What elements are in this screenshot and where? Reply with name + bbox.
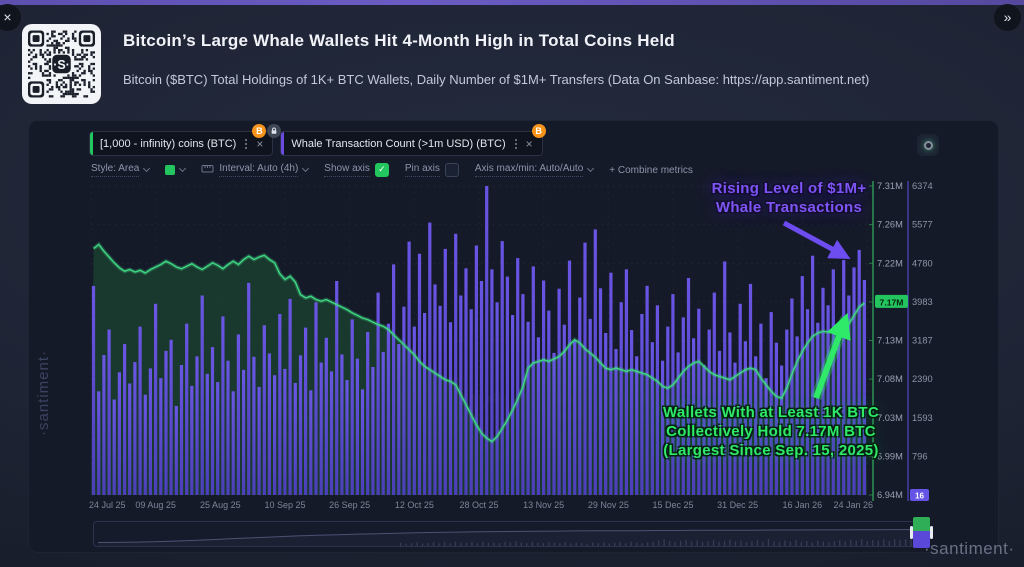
interval-dropdown[interactable]: Interval: Auto (4h)	[201, 163, 310, 177]
metric-color-bar	[90, 132, 93, 155]
svg-text:6.94M: 6.94M	[877, 490, 903, 500]
metric-tag-holdings[interactable]: [1,000 - infinity) coins (BTC) × B	[89, 124, 282, 156]
svg-text:24 Jul 25: 24 Jul 25	[89, 500, 126, 510]
color-swatch	[165, 165, 176, 175]
top-accent-strip	[0, 0, 1024, 5]
svg-text:16 Jan 26: 16 Jan 26	[783, 500, 823, 510]
svg-text:·S·: ·S·	[53, 58, 70, 72]
btc-badge-icon: B	[252, 124, 267, 138]
svg-text:7.08M: 7.08M	[877, 374, 903, 384]
timeline-brush[interactable]	[93, 521, 921, 547]
svg-text:24 Jan 26: 24 Jan 26	[833, 500, 873, 510]
santiment-wordmark: ·santiment·	[924, 539, 1015, 558]
svg-text:25 Aug 25: 25 Aug 25	[200, 500, 241, 510]
svg-text:13 Nov 25: 13 Nov 25	[523, 500, 564, 510]
svg-text:796: 796	[912, 451, 928, 461]
svg-text:7.17M: 7.17M	[880, 297, 904, 307]
close-icon[interactable]: ×	[525, 136, 533, 151]
svg-text:3983: 3983	[912, 297, 933, 307]
svg-text:29 Nov 25: 29 Nov 25	[588, 500, 629, 510]
color-swatch-dropdown[interactable]	[165, 164, 187, 175]
show-axis-toggle[interactable]: Show axis ✓	[324, 163, 389, 177]
gear-icon	[923, 140, 933, 150]
metric-label: Whale Transaction Count (>1m USD) (BTC)	[291, 137, 506, 150]
checkbox-unchecked-icon[interactable]	[444, 163, 459, 177]
svg-text:10 Sep 25: 10 Sep 25	[264, 500, 305, 510]
svg-text:26 Sep 25: 26 Sep 25	[329, 500, 370, 510]
lock-icon	[267, 124, 282, 138]
metric-tags-row: [1,000 - infinity) coins (BTC) × B Whale…	[89, 124, 546, 156]
chart-card: [1,000 - infinity) coins (BTC) × B Whale…	[28, 120, 999, 553]
svg-text:5577: 5577	[912, 220, 933, 230]
qr-pattern: ·S·	[28, 30, 95, 98]
kebab-menu-icon[interactable]	[243, 138, 249, 149]
kebab-menu-icon[interactable]	[513, 138, 519, 149]
svg-text:7.03M: 7.03M	[877, 413, 903, 423]
brush-selection-handle[interactable]	[910, 517, 933, 548]
svg-text:31 Dec 25: 31 Dec 25	[717, 500, 758, 510]
chart-settings-button[interactable]	[917, 134, 939, 156]
metric-color-bar	[281, 132, 285, 155]
svg-text:7.26M: 7.26M	[877, 220, 903, 230]
header: ·S· Bitcoin’s Large Whale Wallets Hit 4-…	[22, 24, 869, 104]
svg-text:7.13M: 7.13M	[877, 336, 903, 346]
metric-tag-whale-tx[interactable]: Whale Transaction Count (>1m USD) (BTC) …	[280, 124, 546, 156]
axis-maxmin-dropdown[interactable]: Axis max/min: Auto/Auto	[474, 163, 595, 177]
svg-text:12 Oct 25: 12 Oct 25	[395, 500, 434, 510]
qr-code: ·S·	[22, 24, 101, 104]
svg-text:3187: 3187	[912, 336, 933, 346]
svg-text:4780: 4780	[912, 258, 933, 268]
svg-text:6.99M: 6.99M	[877, 451, 903, 461]
svg-text:1593: 1593	[912, 413, 933, 423]
checkbox-checked-icon[interactable]: ✓	[374, 163, 389, 177]
svg-text:09 Aug 25: 09 Aug 25	[135, 500, 176, 510]
svg-text:2390: 2390	[912, 374, 933, 384]
close-button[interactable]: ×	[0, 4, 21, 31]
svg-text:6374: 6374	[912, 181, 933, 191]
svg-text:28 Oct 25: 28 Oct 25	[459, 500, 498, 510]
svg-text:15 Dec 25: 15 Dec 25	[652, 500, 693, 510]
chevron-double-right-icon: »	[1003, 9, 1012, 25]
combine-metrics-button[interactable]: + Combine metrics	[609, 164, 693, 176]
close-icon: ×	[3, 9, 12, 25]
close-icon[interactable]: ×	[256, 136, 264, 151]
interval-icon	[201, 163, 214, 177]
pin-axis-toggle[interactable]: Pin axis	[404, 163, 459, 177]
svg-text:16: 16	[915, 492, 925, 501]
metric-label: [1,000 - infinity) coins (BTC)	[100, 137, 237, 150]
chart-toolbar: Style: Area Interval: Auto (4h) Show axi…	[91, 163, 693, 177]
style-dropdown[interactable]: Style: Area	[91, 163, 151, 177]
svg-text:7.31M: 7.31M	[877, 181, 903, 191]
next-button[interactable]: »	[994, 4, 1021, 31]
page-subtitle: Bitcoin ($BTC) Total Holdings of 1K+ BTC…	[123, 72, 870, 87]
svg-text:7.22M: 7.22M	[877, 258, 903, 268]
chart-plot[interactable]: santiment7.31M7.26M7.22M7.17M7.13M7.08M7…	[29, 171, 1000, 517]
btc-badge-icon: B	[531, 124, 546, 138]
page-title: Bitcoin’s Large Whale Wallets Hit 4-Mont…	[123, 31, 675, 50]
